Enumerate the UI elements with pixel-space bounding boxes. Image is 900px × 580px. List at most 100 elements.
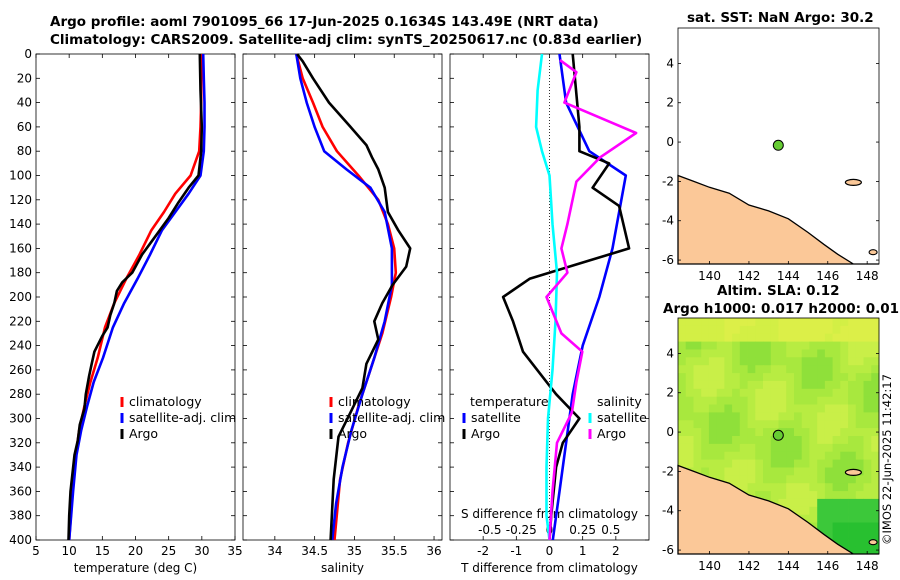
sla-cell bbox=[794, 380, 803, 390]
sla-cell bbox=[716, 412, 725, 421]
sla-cell bbox=[809, 428, 818, 437]
sla-cell bbox=[685, 420, 694, 429]
sla-cell bbox=[685, 443, 694, 453]
sla-cell bbox=[678, 443, 687, 453]
sla-cell bbox=[763, 357, 772, 366]
sla-cell bbox=[801, 349, 810, 358]
sla-cell bbox=[840, 530, 849, 539]
sst-map-xtick-label: 144 bbox=[777, 269, 800, 283]
sla-cell bbox=[685, 451, 694, 460]
sla-cell bbox=[809, 412, 818, 421]
sla-cell bbox=[739, 443, 748, 453]
sla-cell bbox=[755, 365, 764, 374]
sla-cell bbox=[863, 318, 872, 327]
sla-cell bbox=[732, 318, 741, 327]
sla-cell bbox=[824, 483, 833, 492]
sla-cell bbox=[716, 380, 725, 390]
sla-cell bbox=[732, 396, 741, 405]
sla-cell bbox=[863, 491, 872, 500]
depth-tick-label: 60 bbox=[17, 120, 32, 134]
difference-profile-xtick-label: 1 bbox=[579, 544, 587, 558]
sla-cell bbox=[708, 412, 717, 421]
difference-profile-series-salinity-satellite bbox=[534, 53, 559, 541]
sla-cell bbox=[794, 412, 803, 421]
sla-cell bbox=[778, 451, 787, 460]
sla-cell bbox=[747, 459, 756, 468]
sla-cell bbox=[824, 522, 833, 531]
sla-cell bbox=[693, 428, 702, 437]
sla-cell bbox=[755, 388, 764, 398]
temperature-profile-series-argo bbox=[67, 53, 204, 541]
sla-cell bbox=[824, 404, 833, 413]
sla-cell bbox=[809, 459, 818, 468]
sla-cell bbox=[708, 396, 717, 405]
sla-cell bbox=[832, 388, 841, 398]
sla-cell bbox=[739, 380, 748, 390]
sla-cell bbox=[801, 475, 810, 484]
sla-cell bbox=[716, 318, 725, 327]
sla-cell bbox=[801, 396, 810, 405]
sla-cell bbox=[716, 365, 725, 374]
depth-tick-label: 240 bbox=[9, 339, 32, 353]
sla-cell bbox=[855, 420, 864, 429]
sla-cell bbox=[739, 325, 748, 335]
diff-temperature-legend-label: satellite bbox=[471, 410, 521, 425]
sla-cell bbox=[832, 318, 841, 327]
sla-cell bbox=[724, 396, 733, 405]
sla-cell bbox=[701, 373, 710, 382]
sla-cell bbox=[832, 349, 841, 358]
sla-cell bbox=[708, 443, 717, 453]
sla-cell bbox=[763, 396, 772, 405]
sla-cell bbox=[739, 318, 748, 327]
sla-cell bbox=[739, 388, 748, 398]
sla-cell bbox=[778, 349, 787, 358]
sla-cell bbox=[724, 365, 733, 374]
sla-cell bbox=[871, 349, 880, 358]
sla-cell bbox=[824, 459, 833, 468]
sla-cell bbox=[840, 349, 849, 358]
sla-cell bbox=[817, 412, 826, 421]
diff-legend-header-salinity: salinity bbox=[597, 394, 642, 409]
sla-cell bbox=[763, 341, 772, 350]
sla-cell bbox=[801, 388, 810, 398]
sla-cell bbox=[840, 443, 849, 453]
sla-cell bbox=[708, 451, 717, 460]
difference-profile-series-salinity-argo bbox=[545, 59, 638, 541]
sla-cell bbox=[801, 443, 810, 453]
sla-map-ytick-label: -6 bbox=[662, 543, 674, 557]
sla-cell bbox=[678, 412, 687, 421]
sla-cell bbox=[840, 412, 849, 421]
sla-cell bbox=[840, 404, 849, 413]
sla-cell bbox=[755, 420, 764, 429]
sla-cell bbox=[770, 373, 779, 382]
sla-cell bbox=[778, 412, 787, 421]
sla-cell bbox=[778, 357, 787, 366]
sla-cell bbox=[832, 459, 841, 468]
sla-cell bbox=[871, 396, 880, 405]
sla-cell bbox=[755, 349, 764, 358]
sla-map-xtick-label: 142 bbox=[737, 559, 760, 573]
sla-cell bbox=[840, 341, 849, 350]
sla-cell bbox=[708, 349, 717, 358]
sla-cell bbox=[739, 467, 748, 476]
sla-cell bbox=[817, 498, 826, 508]
sla-cell bbox=[855, 451, 864, 460]
sla-cell bbox=[855, 325, 864, 335]
sla-cell bbox=[871, 459, 880, 468]
sla-cell bbox=[801, 365, 810, 374]
sla-cell bbox=[770, 436, 779, 445]
sla-cell bbox=[701, 325, 710, 335]
sla-cell bbox=[817, 420, 826, 429]
sla-cell bbox=[701, 420, 710, 429]
sla-cell bbox=[708, 365, 717, 374]
sst-map-xtick-label: 142 bbox=[737, 269, 760, 283]
sla-cell bbox=[747, 483, 756, 492]
sla-cell bbox=[871, 451, 880, 460]
sla-cell bbox=[801, 380, 810, 390]
sla-cell bbox=[778, 333, 787, 342]
sst-map-island-manus bbox=[844, 178, 862, 186]
sla-cell bbox=[840, 333, 849, 342]
sla-cell bbox=[809, 365, 818, 374]
sla-cell bbox=[809, 483, 818, 492]
sla-cell bbox=[685, 388, 694, 398]
